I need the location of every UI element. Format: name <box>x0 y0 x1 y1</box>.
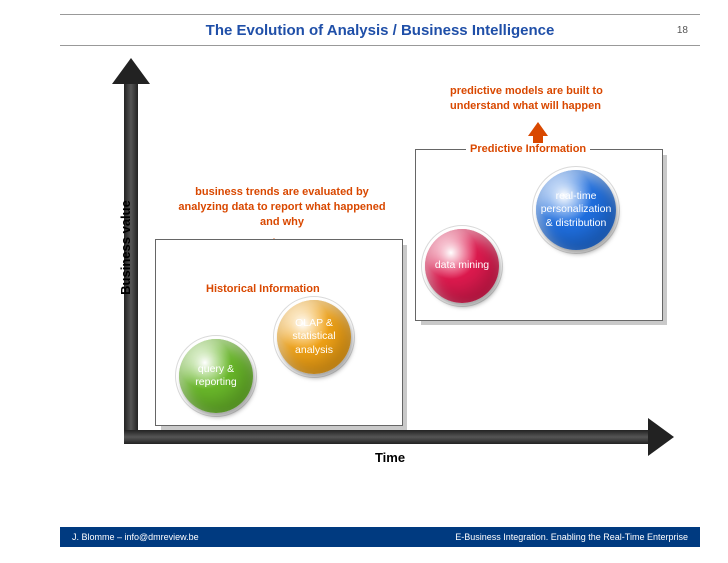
stage-sphere-label: OLAP & statistical analysis <box>283 317 345 356</box>
historical-caption: business trends are evaluated by analyzi… <box>172 185 392 230</box>
footer-tagline: E-Business Integration. Enabling the Rea… <box>455 532 688 542</box>
predictive-label: Predictive Information <box>466 143 590 155</box>
predictive-caption: predictive models are built to understan… <box>450 84 650 114</box>
page-title: The Evolution of Analysis / Business Int… <box>112 22 648 39</box>
x-axis-label: Time <box>110 450 670 465</box>
title-bar: The Evolution of Analysis / Business Int… <box>60 14 700 46</box>
stage-sphere: data mining <box>425 229 499 303</box>
x-axis <box>124 430 654 444</box>
footer-bar: J. Blomme – info@dmreview.be E-Business … <box>60 527 700 547</box>
page-number: 18 <box>648 25 688 36</box>
stage-sphere-label: real-time personalization & distribution <box>541 190 612 229</box>
stage-sphere-label: query & reporting <box>185 363 247 389</box>
stage-sphere: query & reporting <box>179 339 253 413</box>
historical-label: Historical Information <box>202 283 324 295</box>
footer-author: J. Blomme – info@dmreview.be <box>72 532 199 542</box>
stage-sphere-label: data mining <box>435 259 489 272</box>
up-arrow-icon <box>528 122 548 136</box>
y-axis-label: Business value <box>118 200 133 295</box>
chart-area: Business value Time business trends are … <box>110 60 680 480</box>
stage-sphere: OLAP & statistical analysis <box>277 300 351 374</box>
stage-sphere: real-time personalization & distribution <box>536 170 616 250</box>
y-axis-arrowhead-icon <box>112 58 150 84</box>
